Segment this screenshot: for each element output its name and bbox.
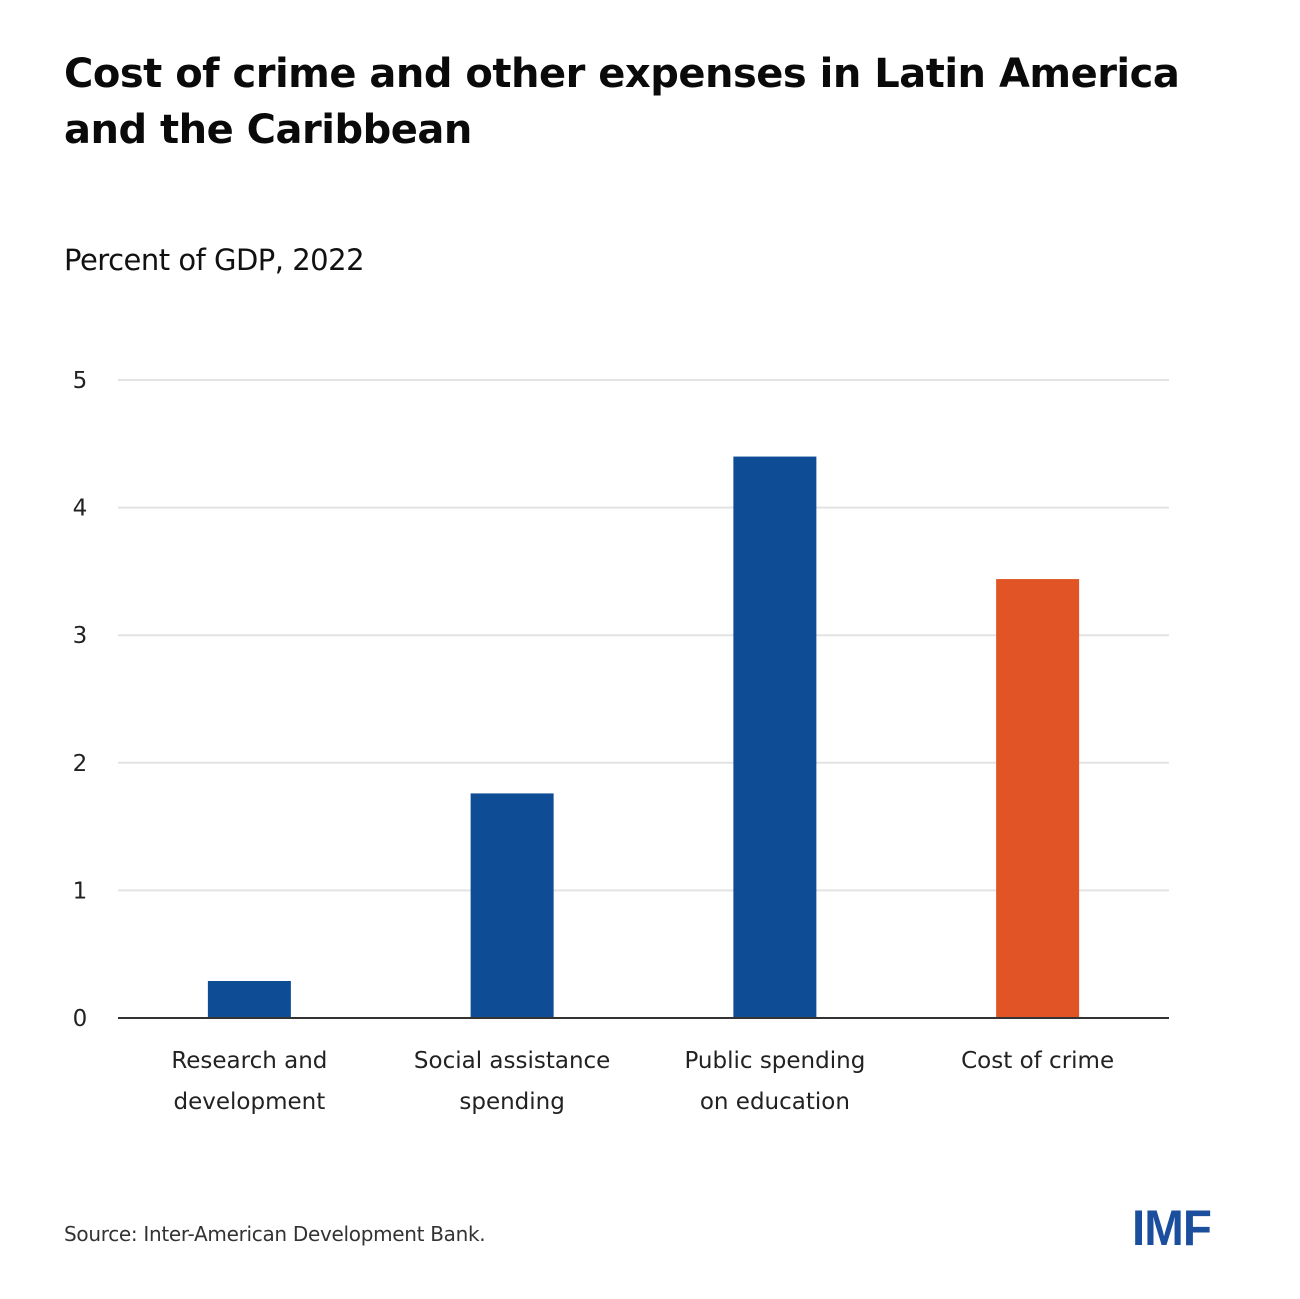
- x-category-label: Cost of crime: [961, 1048, 1114, 1074]
- bar-social-assistance-spending: [470, 793, 554, 1018]
- x-category-label: Social assistance: [414, 1048, 610, 1074]
- bar-public-spending-on-education: [733, 456, 817, 1018]
- x-category-label: on education: [700, 1089, 850, 1115]
- x-category-label: Research and: [171, 1048, 327, 1074]
- x-category-label: Public spending: [684, 1048, 865, 1074]
- y-tick-label: 1: [73, 878, 88, 904]
- y-tick-label: 5: [73, 368, 88, 394]
- chart-subtitle: Percent of GDP, 2022: [64, 243, 365, 277]
- bar-cost-of-crime: [996, 579, 1080, 1018]
- y-tick-label: 2: [73, 751, 88, 777]
- chart-title: Cost of crime and other expenses in Lati…: [64, 51, 1180, 153]
- bar-research-and-development: [207, 980, 291, 1018]
- x-axis-categories: Research and development Social assistance…: [171, 1048, 1114, 1115]
- y-tick-label: 3: [73, 623, 88, 649]
- imf-logo: IMF: [1132, 1200, 1212, 1256]
- y-axis-ticks: 0 1 2 3 4 5: [73, 368, 88, 1032]
- x-category-label: spending: [459, 1089, 564, 1115]
- source-note: Source: Inter-American Development Bank.: [64, 1222, 486, 1246]
- bars: [207, 456, 1080, 1018]
- y-tick-label: 4: [73, 496, 88, 522]
- x-category-label: development: [174, 1089, 326, 1115]
- y-tick-label: 0: [73, 1006, 88, 1032]
- gridlines: [118, 379, 1169, 892]
